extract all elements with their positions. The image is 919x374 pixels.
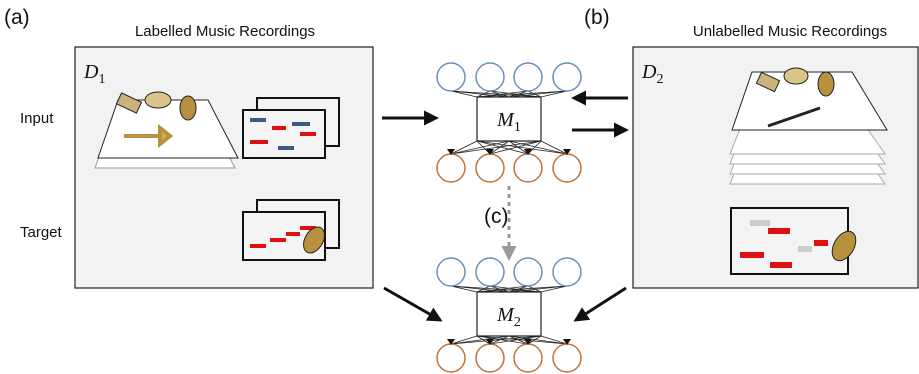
input-node (514, 258, 542, 286)
panel-tag: (b) (584, 6, 610, 29)
input-node (437, 63, 465, 91)
piano-roll-target (243, 200, 339, 260)
output-node (476, 344, 504, 372)
input-node (553, 63, 581, 91)
input-node (553, 258, 581, 286)
figure: (a) Labelled Music Recordings (b) Unlabe… (0, 0, 919, 374)
output-node (514, 344, 542, 372)
output-node (553, 154, 581, 182)
network: M1 (437, 63, 581, 182)
connection (509, 141, 567, 154)
piano-roll-unlabelled (731, 208, 861, 274)
output-node (437, 154, 465, 182)
panel-tag: (c) (484, 205, 509, 228)
connection (451, 141, 509, 154)
input-node (437, 258, 465, 286)
input-node (476, 63, 504, 91)
network: M2 (437, 258, 581, 372)
piano-roll-input (243, 98, 339, 158)
row-label: Input (20, 110, 54, 127)
output-node (553, 344, 581, 372)
row-label: Target (20, 224, 63, 241)
panel-title: Labelled Music Recordings (135, 23, 315, 40)
panel-title: Unlabelled Music Recordings (693, 23, 887, 40)
networks: M1 M2 (437, 63, 581, 372)
output-node (476, 154, 504, 182)
input-node (476, 258, 504, 286)
output-node (437, 344, 465, 372)
panel-tag: (a) (4, 6, 30, 29)
output-node (514, 154, 542, 182)
input-node (514, 63, 542, 91)
